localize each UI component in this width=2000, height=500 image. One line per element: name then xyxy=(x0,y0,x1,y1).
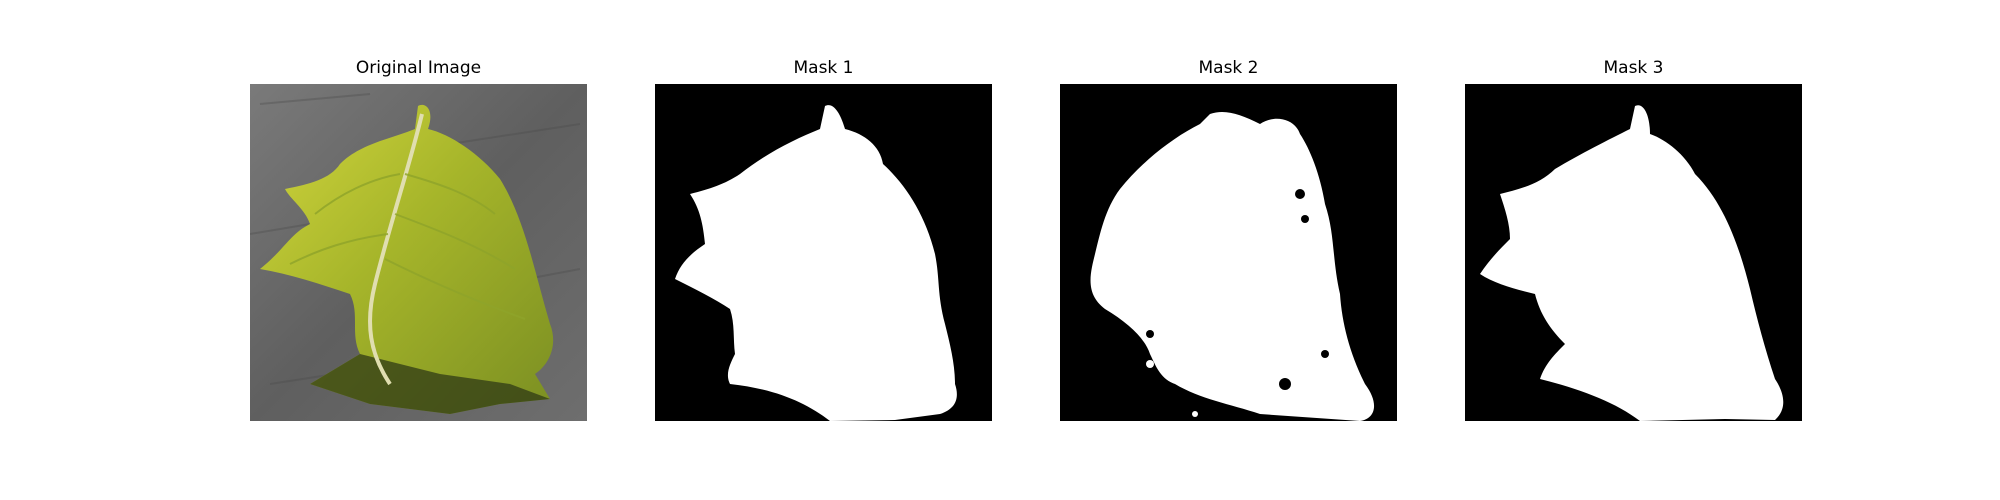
leaf-dark-lower xyxy=(310,354,550,414)
mask-foreground xyxy=(1090,112,1375,421)
mask-specks xyxy=(1146,360,1245,417)
mask-foreground xyxy=(1480,105,1784,421)
panel-mask-1: Mask 1 xyxy=(655,56,992,421)
panel-title: Original Image xyxy=(355,58,482,78)
panel-title: Mask 2 xyxy=(1198,58,1259,78)
leaf-veins xyxy=(289,173,526,320)
panel-original-image: Original Image xyxy=(250,56,587,421)
panel-mask-3: Mask 3 xyxy=(1465,56,1802,421)
panel-title: Mask 3 xyxy=(1603,58,1664,78)
mask-foreground xyxy=(675,105,957,421)
panel-mask-2: Mask 2 xyxy=(1060,56,1397,421)
panel-title: Mask 1 xyxy=(793,58,854,78)
mask-2-image xyxy=(1060,84,1397,421)
leaf-midrib xyxy=(368,113,424,386)
original-leaf-image xyxy=(250,84,587,421)
mask-holes xyxy=(1146,189,1329,390)
leaf-shape xyxy=(260,104,554,414)
mask-3-image xyxy=(1465,84,1802,421)
mask-1-image xyxy=(655,84,992,421)
